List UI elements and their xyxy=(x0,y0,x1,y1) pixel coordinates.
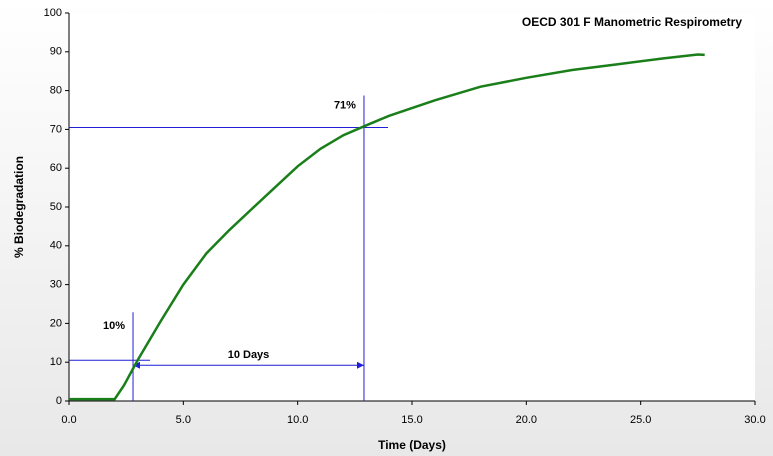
y-tick-label: 90 xyxy=(50,46,62,58)
interval-label: 10 Days xyxy=(228,349,270,361)
data-line xyxy=(69,53,705,401)
y-tick-label: 100 xyxy=(44,7,62,19)
marker-label: 71% xyxy=(334,99,356,111)
x-tick-label: 10.0 xyxy=(287,414,308,426)
y-tick-label: 70 xyxy=(50,123,62,135)
x-tick-label: 25.0 xyxy=(630,414,651,426)
y-axis-label: % Biodegradation xyxy=(12,156,26,258)
x-axis-label: Time (Days) xyxy=(378,438,446,452)
y-tick-label: 0 xyxy=(56,395,62,407)
y-tick-label: 50 xyxy=(50,201,62,213)
x-tick-label: 30.0 xyxy=(744,414,765,426)
y-tick-label: 20 xyxy=(50,317,62,329)
y-tick-label: 10 xyxy=(50,356,62,368)
chart-title: OECD 301 F Manometric Respirometry xyxy=(522,15,742,29)
y-tick-label: 30 xyxy=(50,279,62,291)
x-tick-label: 15.0 xyxy=(401,414,422,426)
y-tick-label: 40 xyxy=(50,240,62,252)
x-tick-label: 20.0 xyxy=(516,414,537,426)
plot-area xyxy=(69,13,755,401)
x-tick-label: 0.0 xyxy=(61,414,76,426)
y-tick-label: 60 xyxy=(50,162,62,174)
x-tick-label: 5.0 xyxy=(176,414,191,426)
marker-label: 10% xyxy=(103,320,125,332)
y-tick-label: 80 xyxy=(50,85,62,97)
